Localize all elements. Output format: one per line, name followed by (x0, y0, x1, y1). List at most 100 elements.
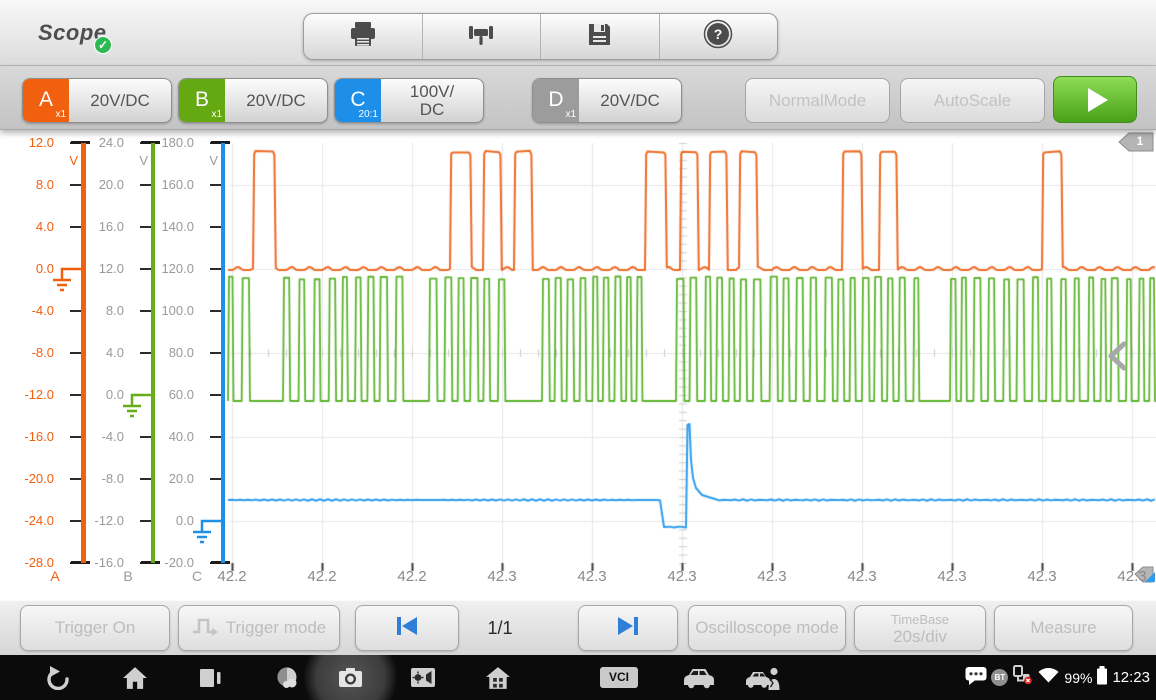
y-axis-b-tick-label: 20.0 (98, 177, 124, 192)
title-bar: Scope (0, 0, 1156, 66)
channel-c-ground-marker[interactable] (192, 519, 222, 552)
y-axis-b-tick-mark (140, 436, 153, 438)
y-axis-b-tick-label: 24.0 (98, 135, 124, 150)
y-axis-a-tick-mark (70, 352, 83, 354)
vehicle-menu-button[interactable] (680, 655, 716, 700)
previous-page-button[interactable] (355, 605, 459, 651)
status-cluster: BT 99% 12:23 (965, 655, 1150, 700)
wifi-icon[interactable] (1037, 666, 1060, 689)
y-axis-b-tick-label: 16.0 (98, 219, 124, 234)
help-button[interactable]: ? (660, 14, 778, 59)
channel-d-range: 20V/DC (600, 90, 660, 110)
back-button[interactable] (45, 655, 71, 700)
browser-app-button[interactable] (276, 655, 300, 700)
screenshot-button[interactable] (338, 655, 363, 700)
x-axis-tick-label: 42.3 (937, 568, 967, 585)
y-axis-c-tick-mark (210, 478, 223, 480)
scroll-indicator[interactable] (1134, 566, 1156, 588)
probe-calibration-button[interactable] (423, 14, 541, 59)
play-icon (1088, 87, 1108, 112)
bluetooth-status-icon[interactable]: BT (991, 669, 1009, 686)
y-axis-c-unit: V (209, 153, 218, 168)
channel-d-button[interactable]: D x1 20V/DC (532, 78, 682, 123)
back-icon (47, 665, 69, 690)
service-menu-button[interactable] (745, 655, 781, 700)
y-axis-c-tick-mark (210, 268, 223, 270)
save-button[interactable] (541, 14, 660, 59)
y-axis-c-end-cap (211, 141, 230, 144)
app-launcher-button[interactable] (485, 655, 511, 700)
next-page-button[interactable] (578, 605, 678, 651)
print-icon (348, 21, 378, 52)
start-acquisition-button[interactable] (1053, 76, 1137, 123)
channel-a-letter: A (38, 88, 53, 111)
y-axis-b-line (151, 143, 155, 563)
channel-b-button[interactable]: B x1 20V/DC (178, 78, 328, 123)
y-axis-b-tick-label: 12.0 (98, 261, 124, 276)
oscilloscope-mode-button[interactable]: Oscilloscope mode (688, 605, 846, 651)
channel-a-ground-marker[interactable] (52, 267, 82, 300)
page-marker-tab[interactable]: 1 (1118, 132, 1154, 152)
y-axis-c-name: C (191, 568, 203, 584)
channel-b-letter: B (194, 88, 209, 111)
channel-d-color-box: D x1 (533, 79, 579, 122)
y-axis-c-tick-label: 100.0 (161, 303, 194, 318)
messages-icon[interactable] (965, 666, 987, 690)
auto-scale-button[interactable]: AutoScale (900, 78, 1045, 123)
y-axis-a-tick-mark (70, 394, 83, 396)
timebase-value: 20s/div (893, 627, 947, 646)
home-button[interactable] (122, 655, 148, 700)
display-settings-icon (411, 668, 435, 687)
trigger-mode-button[interactable]: Trigger mode (178, 605, 340, 651)
y-axis-a-tick-label: -4.0 (31, 303, 54, 318)
svg-text:?: ? (714, 26, 723, 42)
trigger-mode-label: Trigger mode (225, 618, 327, 637)
vci-connection-status-icon[interactable] (1012, 665, 1033, 690)
channel-a-probe: x1 (55, 109, 66, 120)
y-axis-b-tick-mark (140, 352, 153, 354)
trigger-on-button[interactable]: Trigger On (20, 605, 170, 651)
y-axis-b-end-cap (141, 141, 160, 144)
y-axis-c-tick-label: 0.0 (175, 513, 194, 528)
y-axis-c-line (221, 143, 225, 563)
y-axis-a-tick-label: 12.0 (28, 135, 54, 150)
vci-app-button[interactable]: VCI (600, 667, 638, 688)
normal-mode-button[interactable]: NormalMode (745, 78, 890, 123)
y-axis-a-tick-label: -8.0 (31, 345, 54, 360)
channel-c-button[interactable]: C 20:1 100V/ DC (334, 78, 484, 123)
scope-ready-check-icon (94, 36, 112, 54)
y-axis-b-tick-label: 4.0 (105, 345, 124, 360)
y-axis-c-tick-label: 140.0 (161, 219, 194, 234)
y-axis-c-tick-mark (210, 436, 223, 438)
y-axis-c-tick-mark (210, 394, 223, 396)
recent-apps-button[interactable] (198, 655, 223, 700)
home-icon (123, 666, 147, 689)
x-axis-tick-label: 42.2 (397, 568, 427, 585)
print-button[interactable] (304, 14, 423, 59)
recent-apps-icon (200, 668, 221, 687)
save-icon (586, 21, 613, 53)
top-toolbar: ? (303, 13, 778, 60)
y-axis-c-tick-mark (210, 184, 223, 186)
android-nav-bar: VCI BT (0, 655, 1156, 700)
y-axis-b-tick-mark (140, 310, 153, 312)
display-settings-button[interactable] (410, 655, 436, 700)
y-axis-b-name: B (123, 568, 133, 584)
vehicle-icon (684, 669, 714, 689)
y-axis-a-tick-mark (70, 226, 83, 228)
y-axis-b-tick-mark (140, 226, 153, 228)
measure-button[interactable]: Measure (994, 605, 1133, 651)
y-axis-c-tick-mark (210, 352, 223, 354)
y-axis-b-tick-label: 0.0 (105, 387, 124, 402)
channel-b-ground-marker[interactable] (122, 393, 152, 426)
waveform-canvas[interactable] (0, 130, 1156, 600)
trigger-on-label: Trigger On (54, 618, 136, 637)
timebase-button[interactable]: TimeBase 20s/div (854, 605, 986, 651)
y-axis-c-tick-mark (210, 310, 223, 312)
page-marker-label: 1 (1136, 134, 1144, 148)
channel-c-range: 100V/ DC (409, 81, 455, 119)
channel-a-button[interactable]: A x1 20V/DC (22, 78, 172, 123)
scope-footer-toolbar: Trigger On Trigger mode 1/1 Oscilloscope… (0, 600, 1156, 655)
collapse-panel-chevron-icon[interactable] (1106, 340, 1130, 377)
y-axis-c-tick-label: 60.0 (168, 387, 194, 402)
